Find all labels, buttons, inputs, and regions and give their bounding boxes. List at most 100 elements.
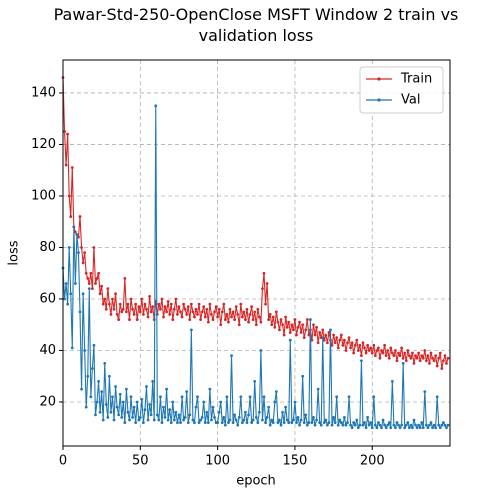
point [285, 325, 289, 329]
point [358, 343, 362, 347]
point [169, 302, 173, 306]
point [160, 421, 164, 424]
point [138, 416, 142, 419]
point [420, 354, 424, 358]
y-tick-label: 80 [39, 240, 56, 255]
point [234, 305, 238, 309]
point [369, 346, 373, 350]
point [324, 418, 328, 422]
point [295, 333, 298, 337]
point [301, 374, 305, 378]
point [239, 302, 243, 306]
point [129, 297, 133, 301]
point [225, 395, 229, 399]
point [135, 400, 139, 404]
point [132, 313, 136, 316]
point [248, 395, 252, 399]
point [123, 421, 127, 424]
point [315, 325, 318, 329]
point [208, 387, 212, 391]
point [441, 421, 445, 424]
point [168, 408, 172, 412]
point [279, 318, 283, 321]
point [426, 354, 430, 358]
point [404, 423, 408, 427]
point [89, 395, 93, 399]
point [148, 294, 151, 298]
point [426, 426, 430, 430]
point [386, 349, 390, 352]
point [90, 367, 94, 370]
point [193, 421, 196, 424]
point [92, 246, 96, 249]
point [418, 426, 422, 430]
point [344, 423, 348, 427]
point [166, 300, 170, 303]
point [171, 400, 175, 404]
point [284, 315, 288, 319]
point [233, 318, 237, 321]
point [112, 418, 116, 422]
point [97, 379, 100, 383]
point [390, 379, 394, 383]
point [274, 310, 278, 314]
point [143, 302, 147, 306]
point [176, 421, 179, 424]
series-line [62, 105, 449, 430]
point [117, 318, 121, 321]
point [307, 333, 311, 337]
point [375, 349, 379, 352]
point [279, 423, 283, 427]
point [247, 320, 250, 324]
point [384, 354, 388, 358]
point [431, 426, 434, 430]
y-tick-label: 20 [39, 394, 56, 409]
point [222, 302, 226, 306]
point [373, 423, 377, 427]
point [87, 282, 91, 285]
point [216, 315, 220, 319]
point [339, 333, 343, 337]
point [417, 351, 421, 355]
legend-label: Val [401, 93, 420, 108]
series-0 [61, 76, 450, 370]
point [189, 328, 193, 332]
point [378, 356, 382, 360]
point [183, 307, 187, 311]
point [227, 320, 230, 324]
point [219, 400, 223, 404]
point [206, 320, 210, 324]
point [230, 354, 233, 358]
point [202, 400, 206, 404]
point [233, 413, 237, 417]
point [220, 421, 224, 424]
point [406, 349, 410, 352]
point [353, 343, 357, 347]
point [415, 426, 419, 430]
point [154, 104, 158, 108]
point [73, 230, 77, 234]
point [406, 421, 410, 424]
point [261, 287, 264, 291]
point [341, 343, 345, 347]
point [256, 421, 260, 424]
point [329, 328, 332, 332]
point [360, 354, 363, 358]
point [321, 336, 325, 339]
point [227, 421, 230, 424]
point [199, 418, 203, 422]
point [185, 313, 189, 316]
point [392, 423, 396, 427]
point [278, 328, 281, 332]
point [115, 313, 119, 316]
point [273, 400, 277, 404]
point [397, 423, 400, 427]
point [411, 426, 414, 430]
point [288, 338, 292, 342]
point [299, 418, 303, 422]
point [384, 426, 388, 430]
point [407, 354, 411, 358]
point [429, 351, 433, 355]
point [81, 292, 85, 296]
point [213, 310, 216, 314]
